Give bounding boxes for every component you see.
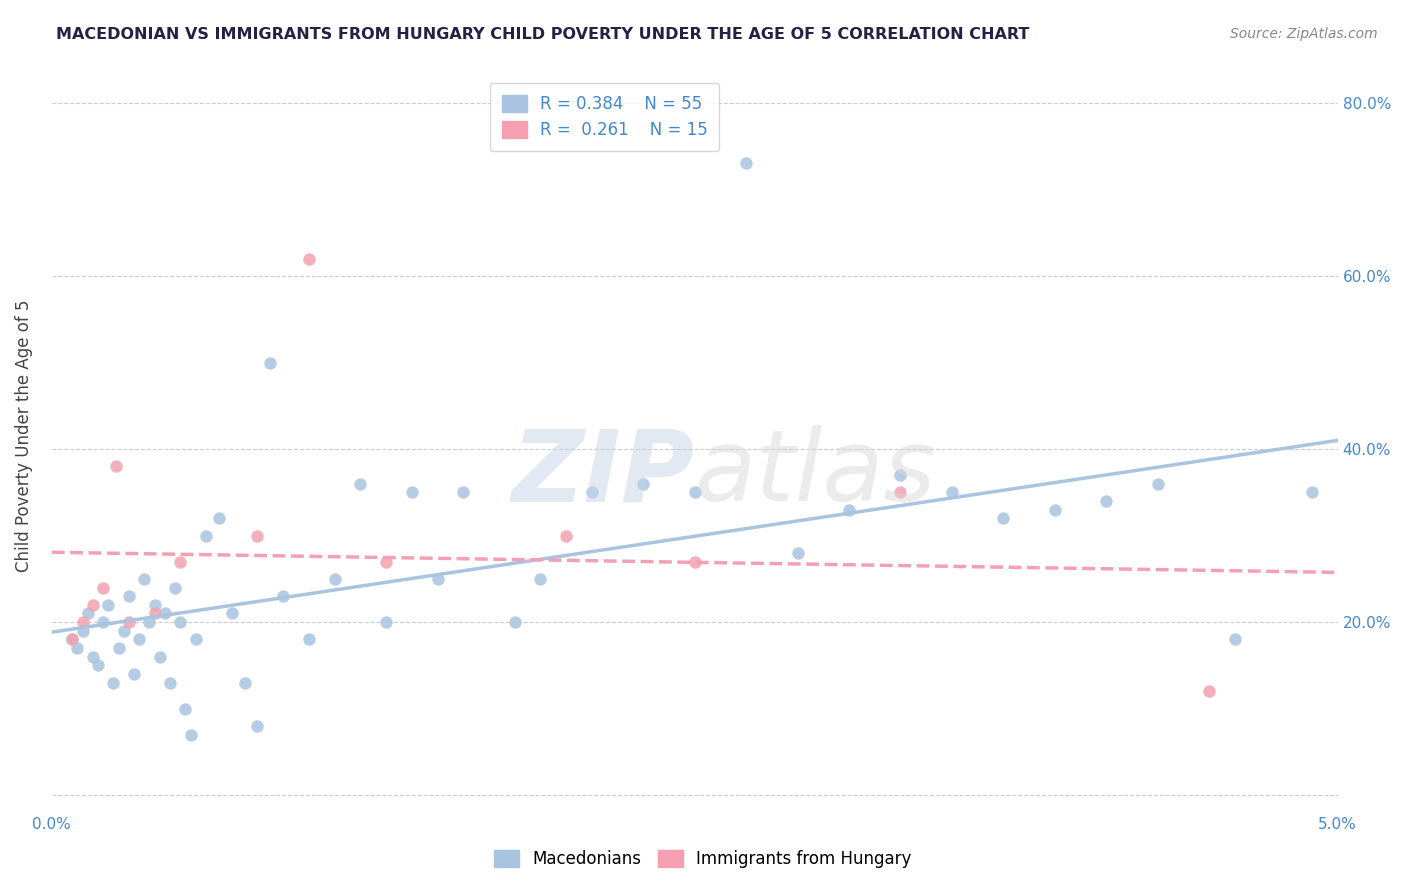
Point — [246, 528, 269, 542]
Point — [349, 476, 371, 491]
Point — [633, 476, 655, 491]
Point — [82, 649, 104, 664]
Point — [233, 675, 256, 690]
Point — [112, 624, 135, 638]
Point — [82, 598, 104, 612]
Point — [426, 572, 449, 586]
Point — [1301, 485, 1323, 500]
Point — [91, 581, 114, 595]
Text: Source: ZipAtlas.com: Source: ZipAtlas.com — [1230, 27, 1378, 41]
Point — [259, 355, 281, 369]
Point — [60, 632, 83, 647]
Point — [298, 632, 321, 647]
Point — [889, 468, 911, 483]
Point — [529, 572, 551, 586]
Point — [993, 511, 1015, 525]
Point — [246, 719, 269, 733]
Point — [581, 485, 603, 500]
Point — [159, 675, 181, 690]
Point — [174, 701, 197, 715]
Point — [143, 607, 166, 621]
Point — [401, 485, 423, 500]
Point — [165, 581, 187, 595]
Point — [375, 615, 398, 629]
Point — [76, 607, 98, 621]
Point — [221, 607, 243, 621]
Legend: Macedonians, Immigrants from Hungary: Macedonians, Immigrants from Hungary — [488, 843, 918, 875]
Point — [180, 728, 202, 742]
Point — [786, 546, 808, 560]
Point — [169, 615, 191, 629]
Point — [97, 598, 120, 612]
Point — [683, 555, 706, 569]
Point — [298, 252, 321, 266]
Point — [323, 572, 346, 586]
Point — [1043, 502, 1066, 516]
Point — [683, 485, 706, 500]
Point — [122, 667, 145, 681]
Point — [195, 528, 218, 542]
Point — [66, 641, 89, 656]
Point — [169, 555, 191, 569]
Point — [87, 658, 110, 673]
Point — [72, 624, 94, 638]
Point — [72, 615, 94, 629]
Point — [128, 632, 150, 647]
Legend: R = 0.384    N = 55, R =  0.261    N = 15: R = 0.384 N = 55, R = 0.261 N = 15 — [489, 83, 720, 151]
Point — [271, 589, 294, 603]
Point — [103, 675, 125, 690]
Point — [118, 615, 141, 629]
Text: ZIP: ZIP — [512, 425, 695, 522]
Point — [134, 572, 156, 586]
Point — [118, 589, 141, 603]
Point — [184, 632, 207, 647]
Point — [1223, 632, 1246, 647]
Point — [1146, 476, 1168, 491]
Text: MACEDONIAN VS IMMIGRANTS FROM HUNGARY CHILD POVERTY UNDER THE AGE OF 5 CORRELATI: MACEDONIAN VS IMMIGRANTS FROM HUNGARY CH… — [56, 27, 1029, 42]
Y-axis label: Child Poverty Under the Age of 5: Child Poverty Under the Age of 5 — [15, 300, 32, 573]
Point — [143, 598, 166, 612]
Point — [503, 615, 526, 629]
Point — [889, 485, 911, 500]
Point — [451, 485, 474, 500]
Point — [149, 649, 172, 664]
Point — [91, 615, 114, 629]
Point — [555, 528, 578, 542]
Point — [1095, 494, 1118, 508]
Point — [105, 459, 128, 474]
Point — [138, 615, 160, 629]
Point — [208, 511, 231, 525]
Point — [60, 632, 83, 647]
Point — [107, 641, 129, 656]
Point — [1198, 684, 1220, 698]
Point — [838, 502, 860, 516]
Point — [941, 485, 963, 500]
Point — [375, 555, 398, 569]
Text: atlas: atlas — [695, 425, 936, 522]
Point — [735, 156, 758, 170]
Point — [153, 607, 176, 621]
